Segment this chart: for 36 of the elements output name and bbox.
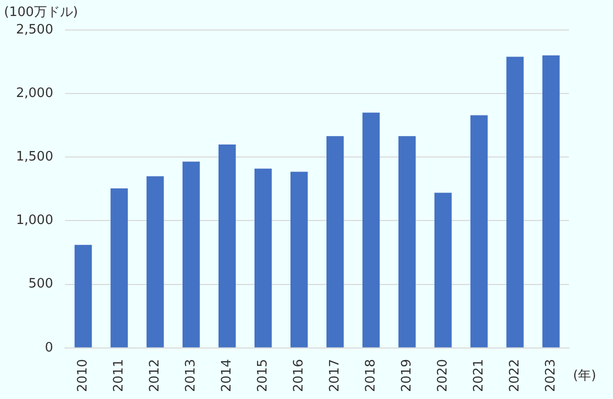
bar [434, 192, 452, 348]
bar [290, 172, 308, 348]
y-tick-label: 2,500 [16, 22, 54, 38]
x-tick-label: 2012 [148, 358, 163, 392]
x-tick-label: 2021 [471, 358, 486, 392]
bar [254, 168, 272, 348]
x-tick-label: 2020 [435, 358, 450, 392]
bar [182, 162, 200, 348]
x-tick-label: 2011 [112, 358, 127, 392]
bar [218, 144, 236, 348]
y-tick-label: 500 [28, 276, 54, 292]
y-tick-label: 1,000 [16, 213, 54, 228]
bar [74, 244, 92, 348]
x-tick-label: 2010 [76, 358, 91, 392]
y-tick-label: 0 [44, 340, 54, 356]
x-tick-label: 2013 [184, 358, 199, 392]
x-tick-label: 2023 [543, 358, 558, 392]
x-tick-label: 2022 [507, 358, 522, 392]
y-tick-label: 1,500 [16, 150, 54, 165]
bar [326, 136, 344, 348]
bar [146, 176, 164, 348]
y-axis-title: (100万ドル) [4, 4, 78, 20]
bar [110, 188, 128, 348]
bar [470, 115, 488, 348]
bar [398, 136, 416, 348]
x-tick-label: 2019 [399, 358, 414, 392]
bar [542, 55, 560, 348]
x-tick-label: 2016 [291, 358, 306, 392]
bar [362, 112, 380, 348]
x-tick-label: 2018 [363, 358, 378, 392]
x-tick-label: 2014 [220, 358, 235, 392]
x-tick-label: 2015 [256, 358, 271, 392]
bar [506, 56, 524, 348]
y-tick-label: 2,000 [16, 86, 54, 101]
x-tick-label: 2017 [327, 358, 342, 392]
x-axis-title: (年) [573, 368, 596, 384]
